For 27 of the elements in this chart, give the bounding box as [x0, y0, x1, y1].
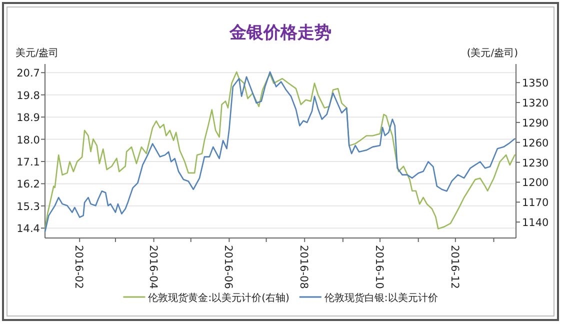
y2-tick-label: 1230 — [522, 157, 549, 170]
y-tick-label: 17.1 — [16, 156, 40, 168]
y-axis-title: 美元/盎司 — [15, 47, 59, 59]
y2-tick-label: 1290 — [522, 117, 549, 130]
y2-tick-label: 1260 — [522, 137, 549, 150]
y2-tick-label: 1350 — [522, 78, 549, 90]
y-tick-label: 16.2 — [16, 178, 40, 191]
y-tick-label: 20.7 — [16, 68, 40, 80]
x-tick-label: 2016-02 — [72, 245, 85, 289]
y-tick-label: 14.4 — [16, 223, 40, 236]
x-tick-label: 2016-06 — [222, 245, 234, 290]
legend-label: 伦敦现货白银:以美元计价 — [324, 292, 438, 304]
x-tick-label: 2016-08 — [298, 245, 310, 289]
legend-label: 伦敦现货黄金:以美元计价(右轴) — [148, 292, 290, 304]
chart-title: 金银价格走势 — [228, 23, 332, 43]
y2-tick-label: 1140 — [522, 217, 549, 230]
y-tick-label: 18.9 — [16, 112, 40, 124]
x-tick-label: 2016-10 — [373, 245, 386, 289]
x-tick-label: 2016-12 — [448, 245, 460, 289]
x-tick-label: 2016-04 — [146, 245, 159, 290]
y2-axis-title: (美元/盎司) — [466, 47, 518, 59]
y2-tick-label: 1200 — [522, 177, 549, 190]
y2-tick-label: 1170 — [522, 197, 549, 210]
y2-tick-label: 1320 — [522, 98, 549, 110]
y-tick-label: 19.8 — [16, 90, 40, 102]
y-tick-label: 18.0 — [16, 134, 40, 146]
y-tick-label: 15.3 — [16, 200, 40, 213]
